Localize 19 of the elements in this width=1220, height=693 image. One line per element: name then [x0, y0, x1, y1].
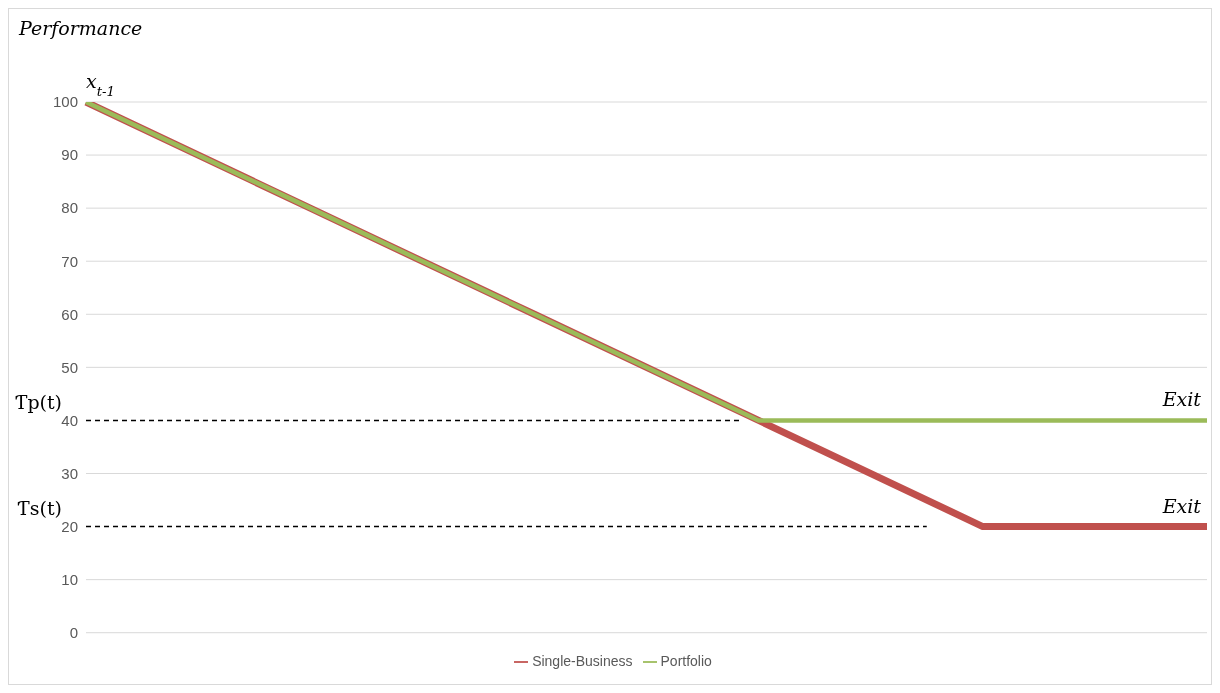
legend-label: Portfolio	[660, 652, 712, 669]
y-tick-label: 60	[61, 305, 78, 323]
annotation: Exit	[1161, 494, 1202, 517]
y-tick-label: 50	[61, 358, 78, 376]
legend-label: Single-Business	[532, 652, 633, 669]
annotation: Exit	[1161, 388, 1202, 411]
ref-line-label: Ƭs(t)	[17, 497, 62, 520]
y-tick-label: 30	[61, 464, 78, 482]
annotation: x$_{t-1}$	[86, 70, 116, 99]
y-tick-label: 20	[61, 517, 78, 535]
y-tick-label: 80	[61, 199, 78, 217]
y-tick-label: 100	[52, 93, 78, 111]
y-tick-label: 90	[61, 146, 78, 164]
y-tick-label: 0	[69, 624, 78, 642]
y-tick-label: 10	[61, 570, 78, 588]
y-tick-label: 70	[61, 252, 78, 270]
ref-line-label: Ƭp(t)	[14, 391, 62, 414]
y-axis-title: Performance	[19, 17, 143, 39]
y-tick-label: 40	[61, 411, 78, 429]
